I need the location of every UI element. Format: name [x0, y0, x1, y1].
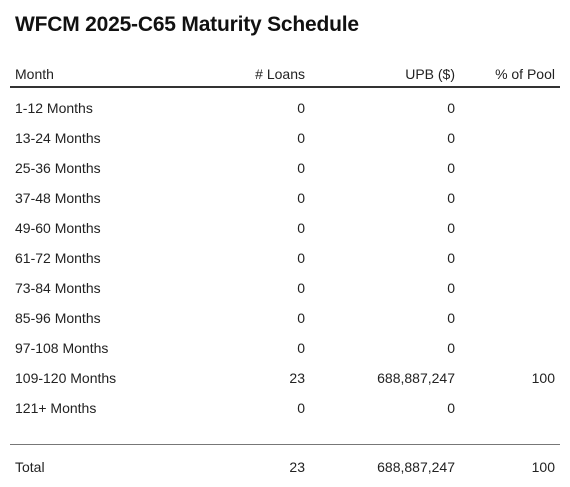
upb-cell: 0: [447, 250, 455, 266]
total-pct: 100: [531, 459, 555, 475]
month-cell: 85-96 Months: [15, 310, 101, 326]
loans-cell: 0: [297, 250, 305, 266]
month-cell: 73-84 Months: [15, 280, 101, 296]
table-row: 97-108 Months 0 0: [10, 333, 560, 363]
month-cell: 121+ Months: [15, 400, 97, 416]
upb-cell: 0: [447, 400, 455, 416]
upb-cell: 0: [447, 280, 455, 296]
total-row: Total 23 688,887,247 100: [10, 452, 560, 482]
upb-cell: 0: [447, 340, 455, 356]
table-row: 37-48 Months 0 0: [10, 183, 560, 213]
table-row: 85-96 Months 0 0: [10, 303, 560, 333]
loans-cell: 0: [297, 190, 305, 206]
table-body: 1-12 Months 0 0 13-24 Months 0 0 25-36 M…: [10, 88, 560, 423]
loans-cell: 0: [297, 100, 305, 116]
month-cell: 13-24 Months: [15, 130, 101, 146]
loans-cell: 0: [297, 160, 305, 176]
maturity-table: Month # Loans UPB ($) % of Pool 1-12 Mon…: [10, 62, 560, 423]
table-row: 13-24 Months 0 0: [10, 123, 560, 153]
upb-cell: 0: [447, 100, 455, 116]
table-header: Month # Loans UPB ($) % of Pool: [10, 62, 560, 88]
total-loans: 23: [289, 459, 305, 475]
column-header-pct: % of Pool: [495, 66, 555, 82]
loans-cell: 0: [297, 220, 305, 236]
table-row: 61-72 Months 0 0: [10, 243, 560, 273]
month-cell: 109-120 Months: [15, 370, 117, 386]
column-header-month: Month: [15, 66, 54, 82]
month-cell: 37-48 Months: [15, 190, 101, 206]
table-row: 25-36 Months 0 0: [10, 153, 560, 183]
pct-cell: 100: [531, 370, 555, 386]
loans-cell: 0: [297, 340, 305, 356]
total-divider: [10, 444, 560, 445]
upb-cell: 0: [447, 220, 455, 236]
month-cell: 1-12 Months: [15, 100, 93, 116]
total-upb: 688,887,247: [377, 459, 455, 475]
month-cell: 49-60 Months: [15, 220, 101, 236]
table-row: 109-120 Months 23 688,887,247 100: [10, 363, 560, 393]
column-header-loans: # Loans: [255, 66, 305, 82]
month-cell: 61-72 Months: [15, 250, 101, 266]
upb-cell: 0: [447, 190, 455, 206]
loans-cell: 0: [297, 310, 305, 326]
loans-cell: 23: [289, 370, 305, 386]
upb-cell: 0: [447, 310, 455, 326]
month-cell: 97-108 Months: [15, 340, 109, 356]
upb-cell: 688,887,247: [377, 370, 455, 386]
table-row: 73-84 Months 0 0: [10, 273, 560, 303]
table-row: 121+ Months 0 0: [10, 393, 560, 423]
loans-cell: 0: [297, 280, 305, 296]
table-row: 1-12 Months 0 0: [10, 93, 560, 123]
upb-cell: 0: [447, 130, 455, 146]
loans-cell: 0: [297, 130, 305, 146]
upb-cell: 0: [447, 160, 455, 176]
month-cell: 25-36 Months: [15, 160, 101, 176]
column-header-upb: UPB ($): [405, 66, 455, 82]
table-row: 49-60 Months 0 0: [10, 213, 560, 243]
total-label: Total: [15, 459, 45, 475]
loans-cell: 0: [297, 400, 305, 416]
page-title: WFCM 2025-C65 Maturity Schedule: [15, 13, 359, 36]
